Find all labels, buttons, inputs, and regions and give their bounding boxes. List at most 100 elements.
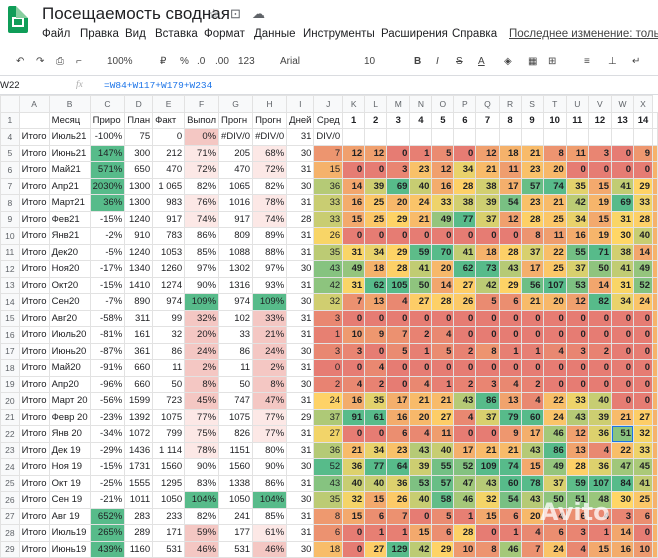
cell-M20[interactable]: 17: [386, 392, 411, 410]
row-number[interactable]: 9: [0, 210, 20, 228]
cell-S20[interactable]: 4: [520, 392, 544, 410]
cell-H15[interactable]: 33%: [252, 309, 288, 327]
cell-G19[interactable]: 50: [218, 375, 254, 393]
cell-B12[interactable]: Ноя20: [48, 260, 91, 278]
borders-icon[interactable]: ▦: [528, 56, 538, 67]
cell-A1[interactable]: [18, 111, 50, 129]
cell-F24[interactable]: 90%: [184, 458, 220, 476]
cell-C14[interactable]: -7%: [89, 293, 126, 311]
cell-M27[interactable]: 7: [386, 507, 411, 525]
cell-H24[interactable]: 90%: [252, 458, 288, 476]
cell-I25[interactable]: 31: [286, 474, 315, 492]
cell-H1[interactable]: Прогн: [252, 111, 288, 129]
menu-format[interactable]: Формат: [204, 28, 245, 40]
cell-F1[interactable]: Выпол: [184, 111, 220, 129]
cell-N9[interactable]: 21: [409, 210, 433, 228]
cell-K19[interactable]: 4: [342, 375, 366, 393]
cell-P28[interactable]: 28: [453, 524, 477, 542]
cell-W27[interactable]: 3: [611, 507, 634, 525]
cell-overflow[interactable]: [652, 326, 658, 344]
column-header-U[interactable]: U: [565, 95, 589, 113]
cell-U14[interactable]: 12: [565, 293, 589, 311]
cell-U13[interactable]: 53: [565, 276, 589, 294]
row-number[interactable]: 26: [0, 491, 20, 509]
cell-J8[interactable]: 33: [313, 194, 344, 212]
cell-Q7[interactable]: 38: [475, 177, 500, 195]
cell-I5[interactable]: 30: [286, 144, 315, 162]
cell-R1[interactable]: 8: [498, 111, 522, 129]
cell-P6[interactable]: 34: [453, 161, 477, 179]
cell-P26[interactable]: 46: [453, 491, 477, 509]
cell-D7[interactable]: 1300: [124, 177, 154, 195]
cell-overflow[interactable]: [652, 408, 658, 426]
cell-G23[interactable]: 1151: [218, 441, 254, 459]
vertical-align-icon[interactable]: ⊥: [608, 56, 617, 67]
cell-N25[interactable]: 53: [409, 474, 433, 492]
column-header-F[interactable]: F: [184, 95, 220, 113]
cell-R12[interactable]: 43: [498, 260, 522, 278]
row-number[interactable]: 4: [0, 128, 20, 146]
cell-T7[interactable]: 74: [542, 177, 567, 195]
cell-A26[interactable]: Итого: [18, 491, 50, 509]
cell-P4[interactable]: [453, 128, 477, 146]
cell-E24[interactable]: 1560: [152, 458, 186, 476]
cell-C9[interactable]: -15%: [89, 210, 126, 228]
cell-A7[interactable]: Итого: [18, 177, 50, 195]
cell-N24[interactable]: 39: [409, 458, 433, 476]
cell-H6[interactable]: 72%: [252, 161, 288, 179]
cell-E10[interactable]: 783: [152, 227, 186, 245]
cell-Q1[interactable]: 7: [475, 111, 500, 129]
cell-I12[interactable]: 30: [286, 260, 315, 278]
cell-Q25[interactable]: 43: [475, 474, 500, 492]
cell-B22[interactable]: Янв 20: [48, 425, 91, 443]
cell-W29[interactable]: 16: [611, 540, 634, 558]
cell-S10[interactable]: 8: [520, 227, 544, 245]
cell-M18[interactable]: 0: [386, 359, 411, 377]
cell-J10[interactable]: 26: [313, 227, 344, 245]
cell-C17[interactable]: -87%: [89, 342, 126, 360]
cell-T9[interactable]: 25: [542, 210, 567, 228]
cell-N19[interactable]: 4: [409, 375, 433, 393]
cell-V22[interactable]: 36: [587, 425, 613, 443]
cell-I15[interactable]: 31: [286, 309, 315, 327]
cell-Q8[interactable]: 39: [475, 194, 500, 212]
cell-R23[interactable]: 21: [498, 441, 522, 459]
increase-decimals-button[interactable]: .00: [215, 56, 229, 67]
cell-O14[interactable]: 28: [431, 293, 455, 311]
cell-B5[interactable]: Июнь21: [48, 144, 91, 162]
cell-K5[interactable]: 12: [342, 144, 366, 162]
cell-J9[interactable]: 33: [313, 210, 344, 228]
cell-H8[interactable]: 78%: [252, 194, 288, 212]
cell-J21[interactable]: 37: [313, 408, 344, 426]
cell-E14[interactable]: 974: [152, 293, 186, 311]
cell-E9[interactable]: 917: [152, 210, 186, 228]
cell-F23[interactable]: 78%: [184, 441, 220, 459]
cell-A4[interactable]: Итого: [18, 128, 50, 146]
cell-W19[interactable]: 0: [611, 375, 634, 393]
cell-I22[interactable]: 31: [286, 425, 315, 443]
cell-U21[interactable]: 43: [565, 408, 589, 426]
cell-O7[interactable]: 16: [431, 177, 455, 195]
cell-X8[interactable]: 33: [632, 194, 654, 212]
cell-F22[interactable]: 75%: [184, 425, 220, 443]
cell-A11[interactable]: Итого: [18, 243, 50, 261]
cell-overflow[interactable]: [652, 458, 658, 476]
currency-format-button[interactable]: ₽: [160, 56, 167, 67]
cell-Q9[interactable]: 37: [475, 210, 500, 228]
cell-U8[interactable]: 42: [565, 194, 589, 212]
cell-A14[interactable]: Итого: [18, 293, 50, 311]
cell-S22[interactable]: 17: [520, 425, 544, 443]
font-size-select[interactable]: 10: [364, 56, 376, 67]
cell-W21[interactable]: 21: [611, 408, 634, 426]
sheets-logo-icon[interactable]: [8, 6, 28, 33]
cell-B4[interactable]: Июль21: [48, 128, 91, 146]
cell-W9[interactable]: 31: [611, 210, 634, 228]
print-icon[interactable]: ⎙: [56, 56, 64, 67]
cell-H21[interactable]: 77%: [252, 408, 288, 426]
column-header-L[interactable]: L: [364, 95, 388, 113]
column-header-X[interactable]: X: [632, 95, 654, 113]
menu-view[interactable]: Вид: [125, 28, 146, 40]
cell-B20[interactable]: Март 20: [48, 392, 91, 410]
cell-B18[interactable]: Май20: [48, 359, 91, 377]
cell-R13[interactable]: 29: [498, 276, 522, 294]
